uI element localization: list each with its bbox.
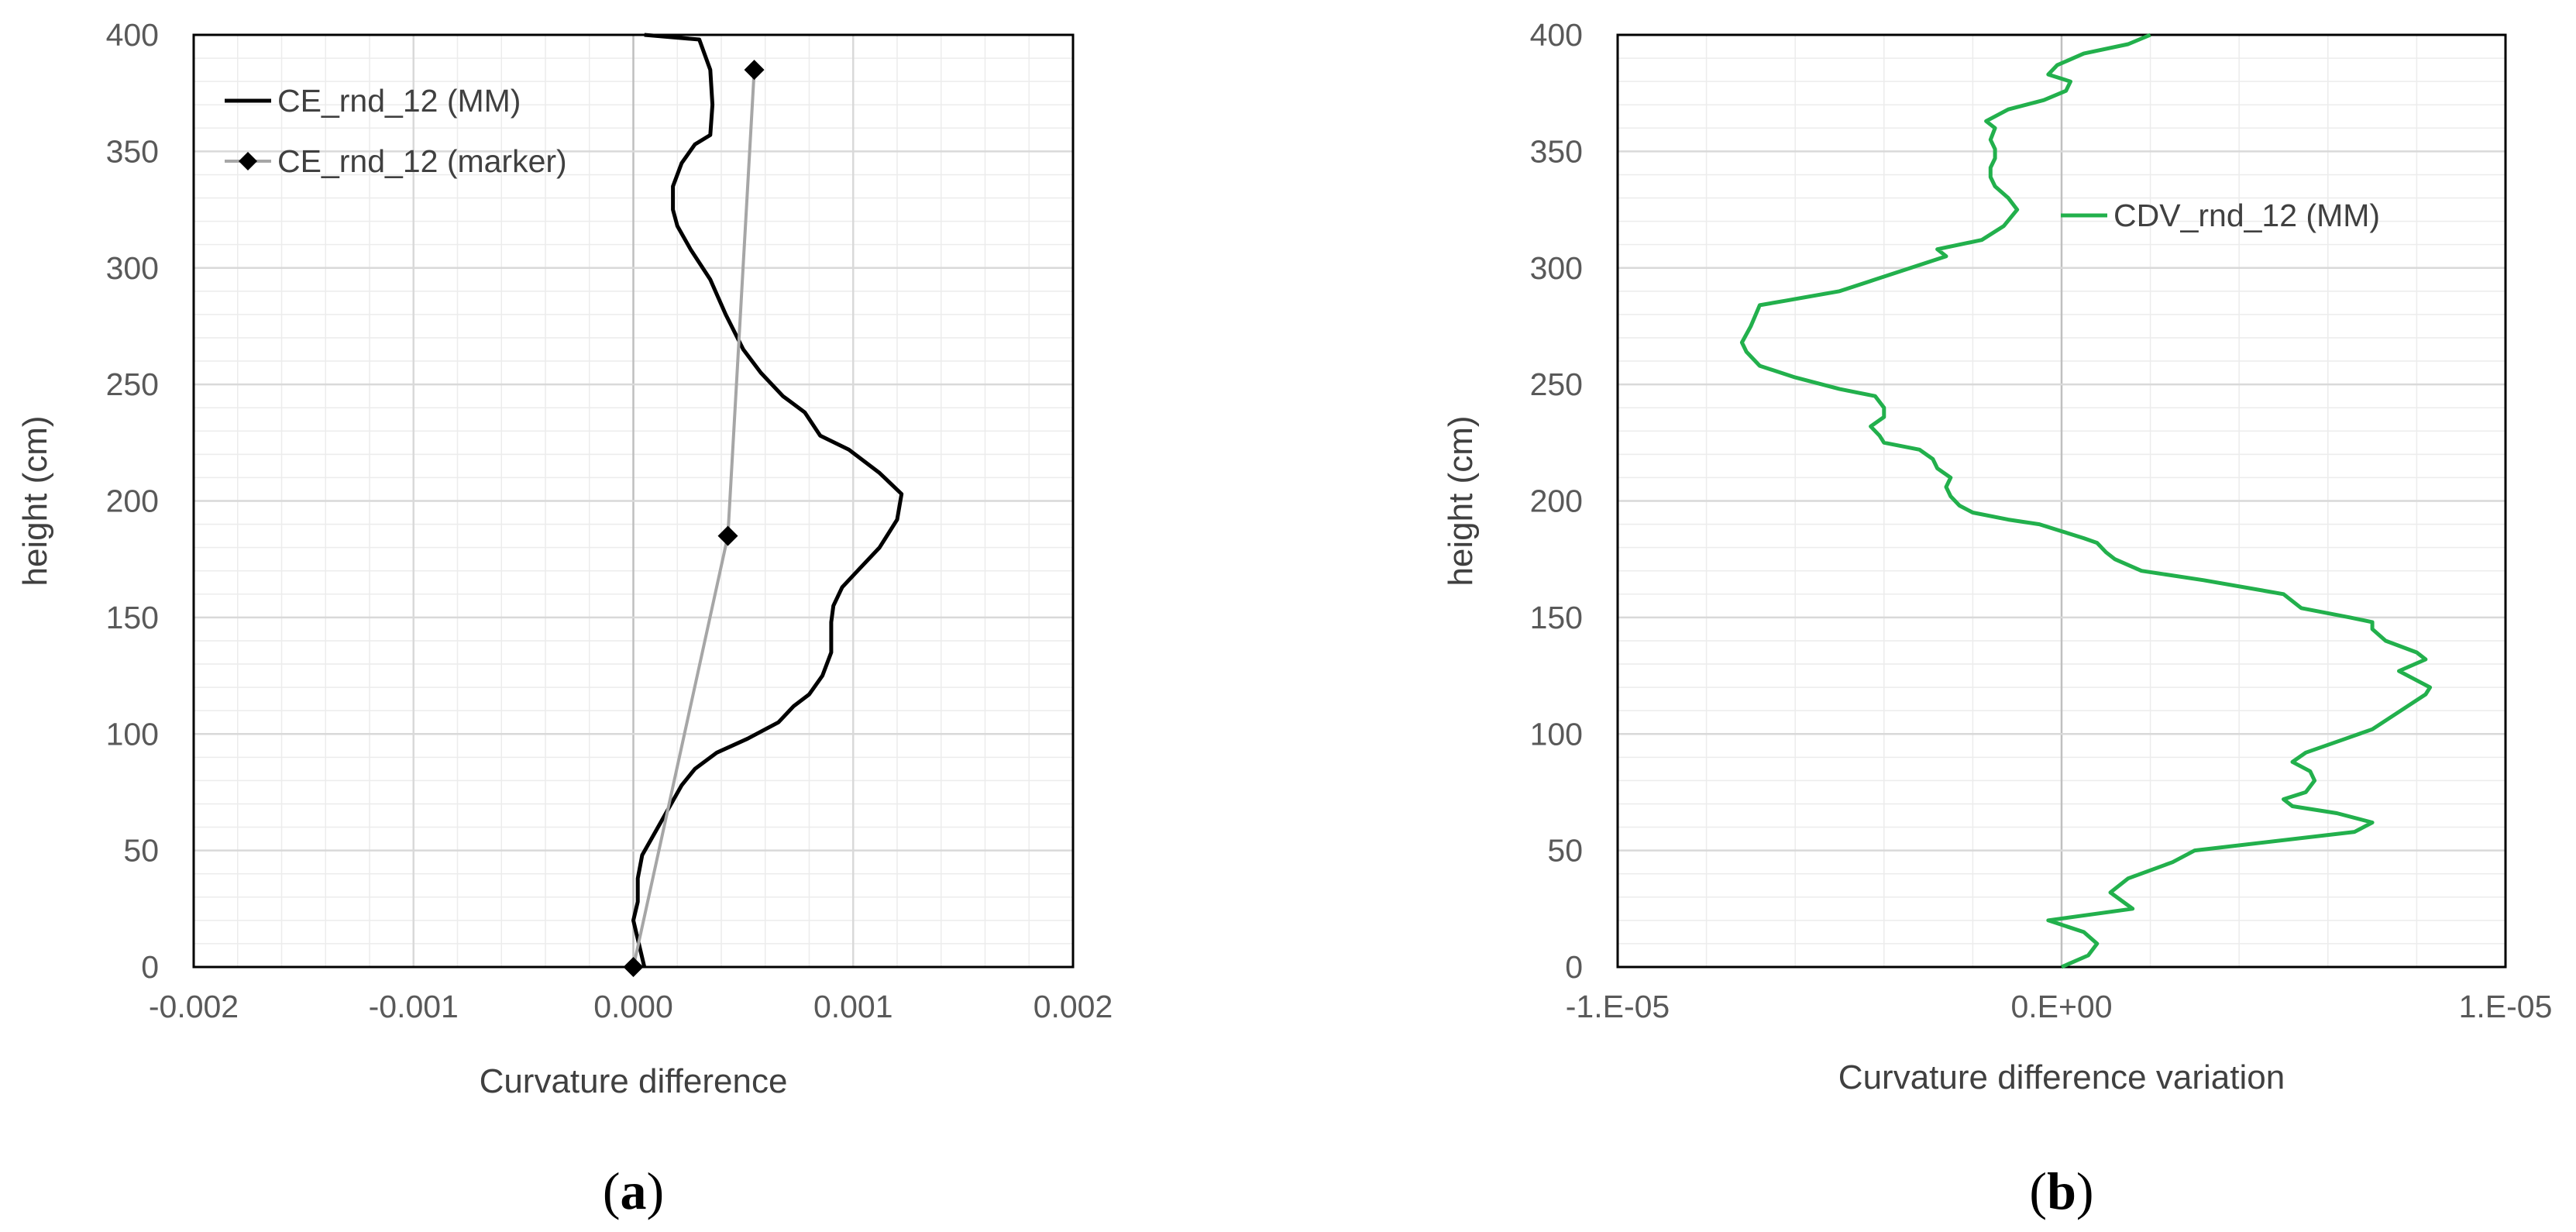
panel-label-b-letter: b bbox=[2047, 1161, 2076, 1220]
x-tick-label: 0.000 bbox=[593, 989, 673, 1024]
series-line-a-1 bbox=[631, 69, 756, 968]
diamond-marker bbox=[623, 957, 644, 977]
y-tick-label: 50 bbox=[123, 833, 159, 869]
chart-panel-b: -1.E-05 0.E+00 1.E-05 0 50 100 150 200 250 300 35… bbox=[1442, 17, 2552, 1220]
y-tick-label: 400 bbox=[1530, 17, 1583, 53]
diamond-marker bbox=[717, 525, 738, 546]
chart-a-series bbox=[623, 33, 904, 977]
chart-b-gridlines bbox=[1616, 33, 2507, 969]
chart-a-x-ticks: -0.002 -0.001 0.000 0.001 0.002 bbox=[149, 989, 1113, 1024]
y-tick-label: 100 bbox=[106, 716, 159, 752]
y-tick-label: 150 bbox=[106, 600, 159, 635]
x-tick-label: 0.E+00 bbox=[2010, 989, 2112, 1024]
series-line-a-0 bbox=[631, 33, 904, 968]
y-tick-label: 350 bbox=[106, 133, 159, 169]
diamond-marker bbox=[744, 60, 765, 81]
y-tick-label: 250 bbox=[1530, 367, 1583, 402]
chart-panel-a: -0.002 -0.001 0.000 0.001 0.002 0 50 100 150 200… bbox=[16, 17, 1113, 1220]
chart-b-y-axis-label: height (cm) bbox=[1442, 415, 1480, 586]
x-tick-label: 0.002 bbox=[1033, 989, 1113, 1024]
y-tick-label: 200 bbox=[1530, 484, 1583, 519]
y-tick-label: 0 bbox=[1565, 949, 1583, 985]
y-tick-label: 250 bbox=[106, 367, 159, 402]
chart-b-legend: CDV_rnd_12 (MM) bbox=[2061, 198, 2380, 233]
chart-a-gridlines bbox=[192, 33, 1075, 969]
x-tick-label: -1.E-05 bbox=[1566, 989, 1670, 1024]
y-tick-label: 200 bbox=[106, 484, 159, 519]
chart-b-y-ticks: 0 50 100 150 200 250 300 350 400 bbox=[1530, 17, 1583, 985]
x-tick-label: -0.001 bbox=[369, 989, 459, 1024]
x-tick-label: 1.E-05 bbox=[2459, 989, 2553, 1024]
y-tick-label: 400 bbox=[106, 17, 159, 53]
legend-marker bbox=[239, 152, 257, 170]
chart-a-legend: CE_rnd_12 (MM) CE_rnd_12 (marker) bbox=[225, 83, 567, 179]
legend-entry-label: CE_rnd_12 (MM) bbox=[277, 83, 521, 119]
y-tick-label: 100 bbox=[1530, 716, 1583, 752]
chart-a-x-axis-label: Curvature difference bbox=[480, 1062, 788, 1100]
x-tick-label: -0.002 bbox=[149, 989, 239, 1024]
series-line-b-0 bbox=[1739, 33, 2433, 969]
y-tick-label: 50 bbox=[1547, 833, 1583, 869]
panel-label-b: (b) bbox=[2029, 1161, 2093, 1220]
chart-b-x-ticks: -1.E-05 0.E+00 1.E-05 bbox=[1566, 989, 2553, 1024]
y-tick-label: 150 bbox=[1530, 600, 1583, 635]
chart-b-x-axis-label: Curvature difference variation bbox=[1838, 1058, 2285, 1096]
panel-label-a: (a) bbox=[603, 1161, 664, 1220]
y-tick-label: 300 bbox=[106, 250, 159, 286]
x-tick-label: 0.001 bbox=[813, 989, 893, 1024]
legend-entry-label: CDV_rnd_12 (MM) bbox=[2113, 198, 2380, 233]
y-tick-label: 0 bbox=[141, 949, 159, 985]
chart-b-series bbox=[1739, 33, 2433, 969]
chart-a-y-axis-label: height (cm) bbox=[16, 415, 54, 586]
legend-entry-label: CE_rnd_12 (marker) bbox=[277, 143, 567, 179]
panel-label-a-letter: a bbox=[621, 1161, 647, 1220]
chart-a-y-ticks: 0 50 100 150 200 250 300 350 400 bbox=[106, 17, 159, 985]
y-tick-label: 350 bbox=[1530, 133, 1583, 169]
y-tick-label: 300 bbox=[1530, 250, 1583, 286]
